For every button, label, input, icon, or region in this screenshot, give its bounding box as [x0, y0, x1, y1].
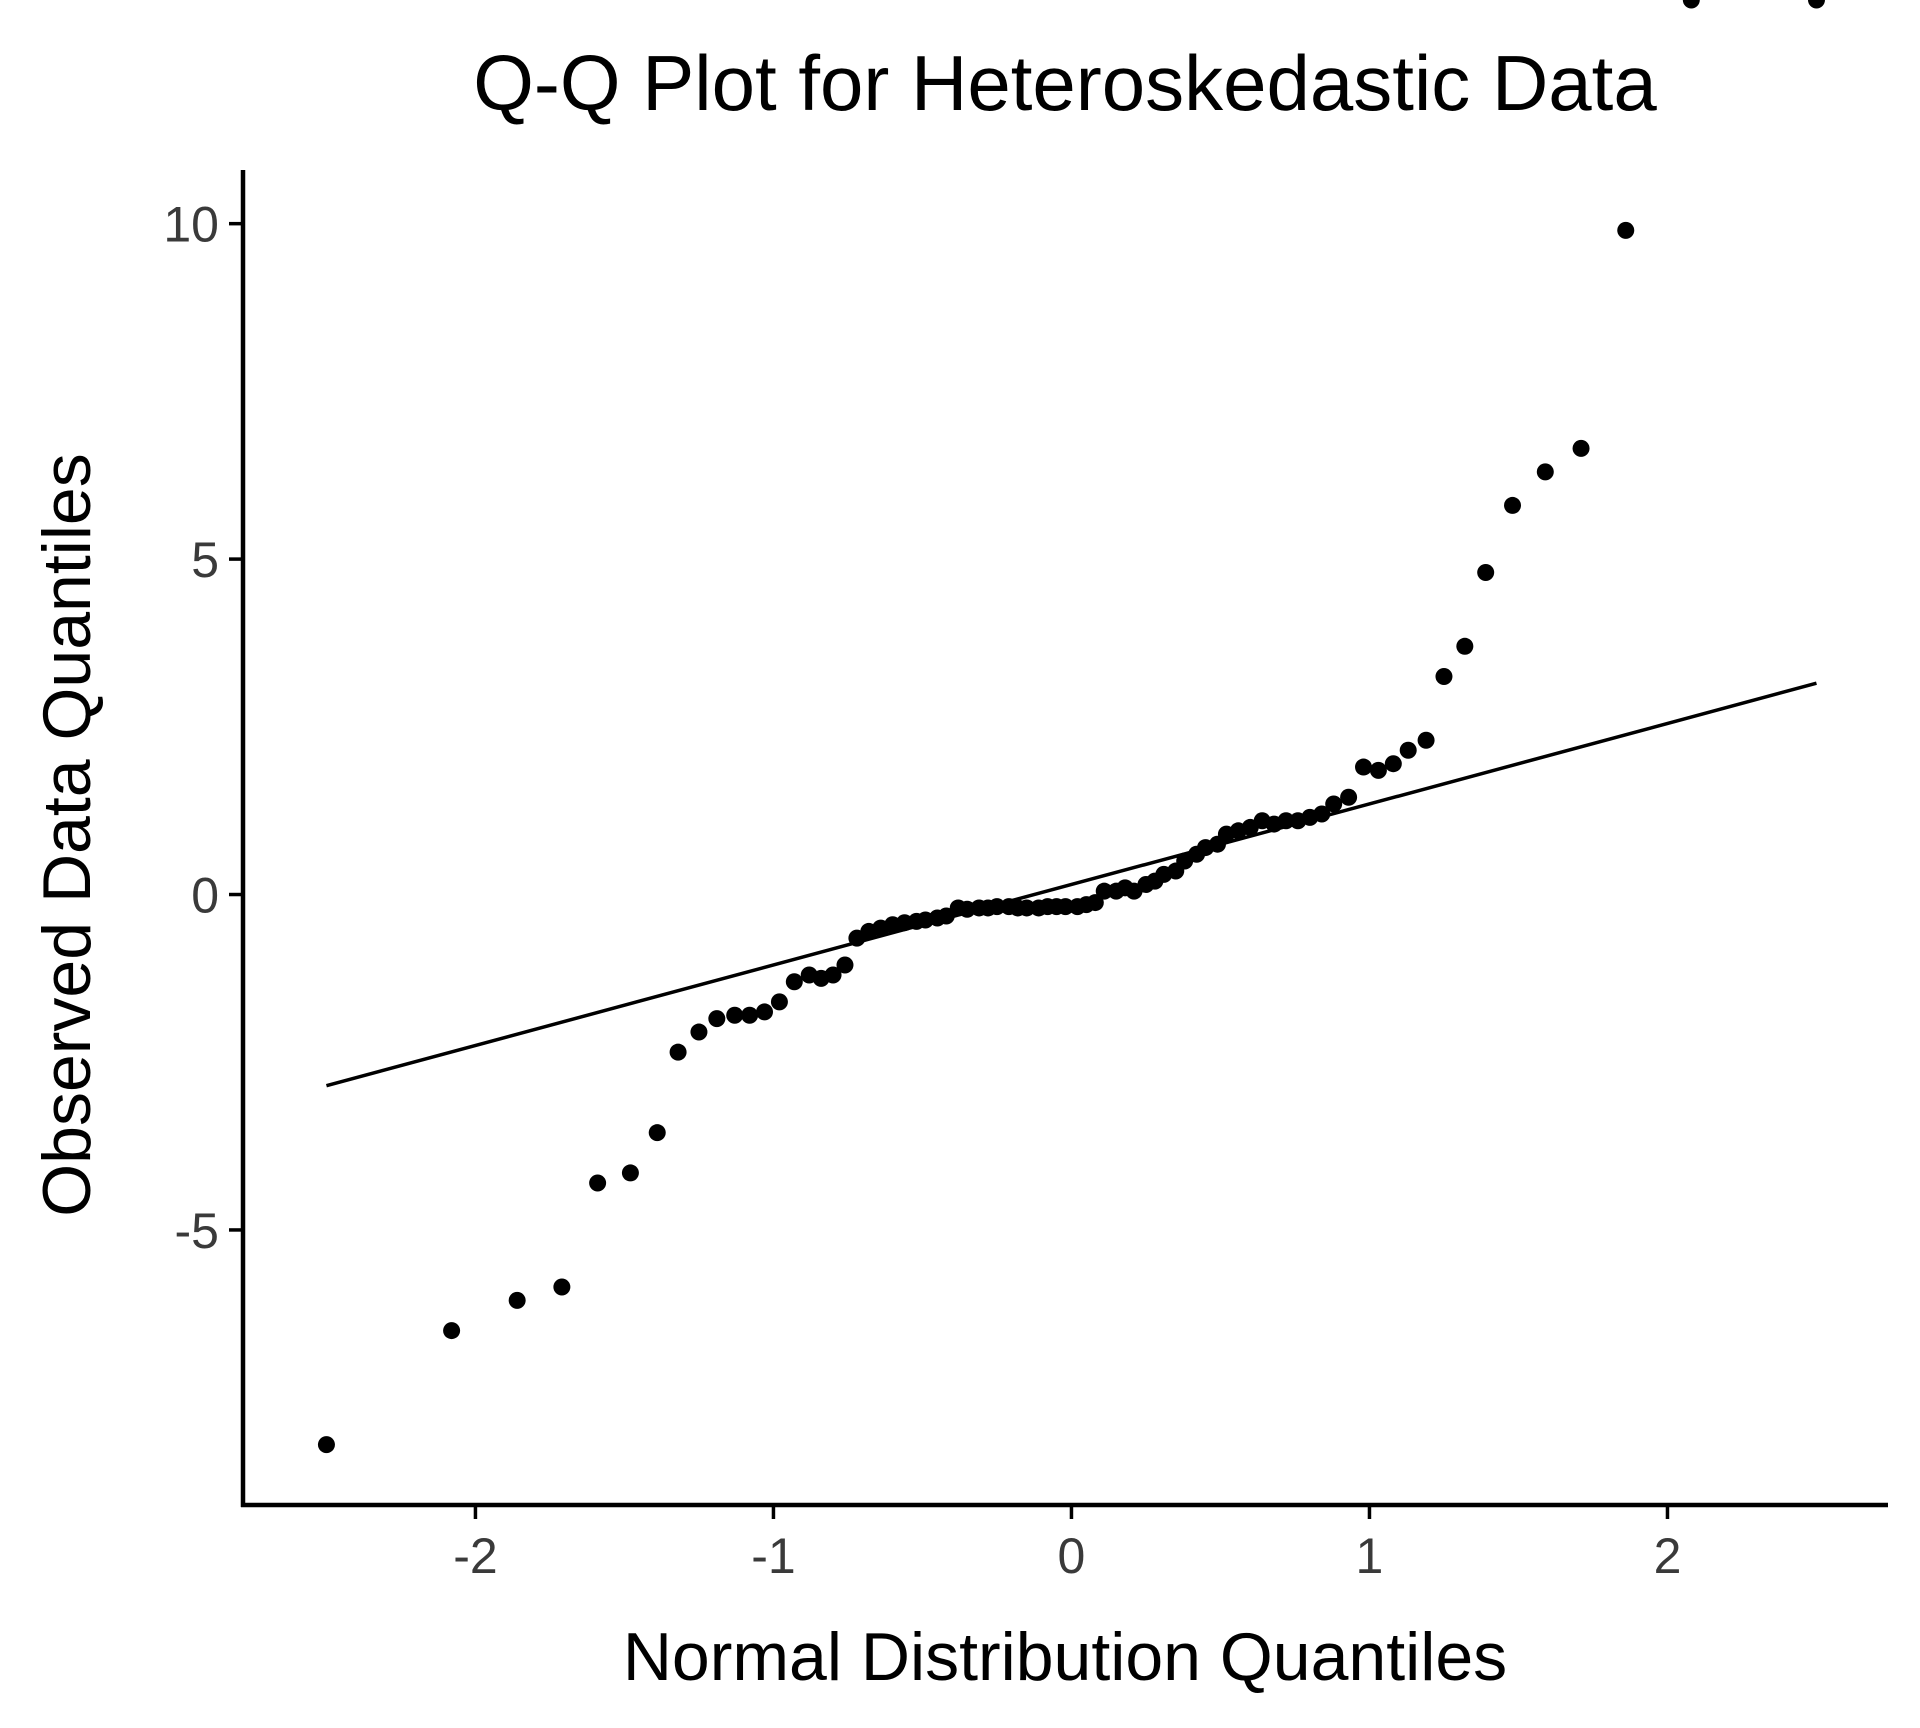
data-point	[937, 907, 955, 925]
data-points	[317, 0, 1825, 1454]
data-point	[589, 1174, 607, 1192]
data-point	[1057, 898, 1074, 916]
data-point	[1340, 788, 1358, 806]
data-point	[1018, 899, 1036, 917]
data-point	[1504, 496, 1522, 514]
data-point	[1086, 894, 1104, 912]
data-point	[443, 1322, 461, 1340]
data-point	[836, 956, 854, 974]
data-point	[1807, 0, 1825, 9]
x-tick-label: 2	[1654, 1528, 1682, 1584]
data-point	[1399, 741, 1417, 759]
data-point	[741, 1006, 759, 1024]
y-tick-label: -5	[175, 1203, 219, 1259]
data-point	[1313, 805, 1331, 823]
data-point	[669, 1043, 687, 1061]
data-point	[708, 1010, 726, 1028]
x-axis-title: Normal Distribution Quantiles	[623, 1619, 1507, 1695]
data-point	[1417, 731, 1435, 749]
data-point	[1617, 221, 1635, 239]
data-point	[1325, 795, 1343, 813]
data-point	[621, 1164, 639, 1182]
x-tick-label: -2	[453, 1528, 497, 1584]
data-point	[1477, 564, 1495, 582]
data-point	[553, 1278, 571, 1296]
data-point	[726, 1006, 744, 1024]
data-point	[1536, 463, 1554, 481]
data-point	[988, 898, 1006, 916]
y-axis-title: Observed Data Quantiles	[29, 453, 105, 1217]
data-point	[1369, 761, 1387, 779]
data-point	[824, 966, 842, 984]
data-point	[1095, 882, 1113, 900]
y-tick-label: 5	[191, 532, 219, 588]
y-tick-label: 0	[191, 868, 219, 924]
x-axis: -2 -1 0 1 2	[241, 1502, 1888, 1584]
data-point	[1572, 439, 1590, 457]
data-point	[785, 973, 803, 991]
x-tick-label: -1	[751, 1528, 795, 1584]
x-tick-label: 0	[1058, 1528, 1086, 1584]
data-point	[1456, 637, 1474, 655]
chart-title: Q-Q Plot for Heteroskedastic Data	[473, 39, 1657, 127]
y-axis: -5 0 5 10	[163, 170, 246, 1507]
data-point	[317, 1436, 335, 1454]
data-point	[756, 1003, 774, 1021]
reference-line	[325, 681, 1817, 1088]
data-point	[770, 993, 788, 1011]
data-point	[1435, 667, 1453, 685]
data-point	[1277, 812, 1295, 830]
data-point	[1384, 755, 1402, 773]
data-point	[690, 1023, 708, 1041]
y-tick-label: 10	[163, 197, 219, 253]
x-tick-label: 1	[1356, 1528, 1384, 1584]
data-point	[1682, 0, 1700, 9]
data-point	[648, 1124, 666, 1142]
data-point	[508, 1291, 526, 1309]
data-point	[1355, 758, 1373, 776]
